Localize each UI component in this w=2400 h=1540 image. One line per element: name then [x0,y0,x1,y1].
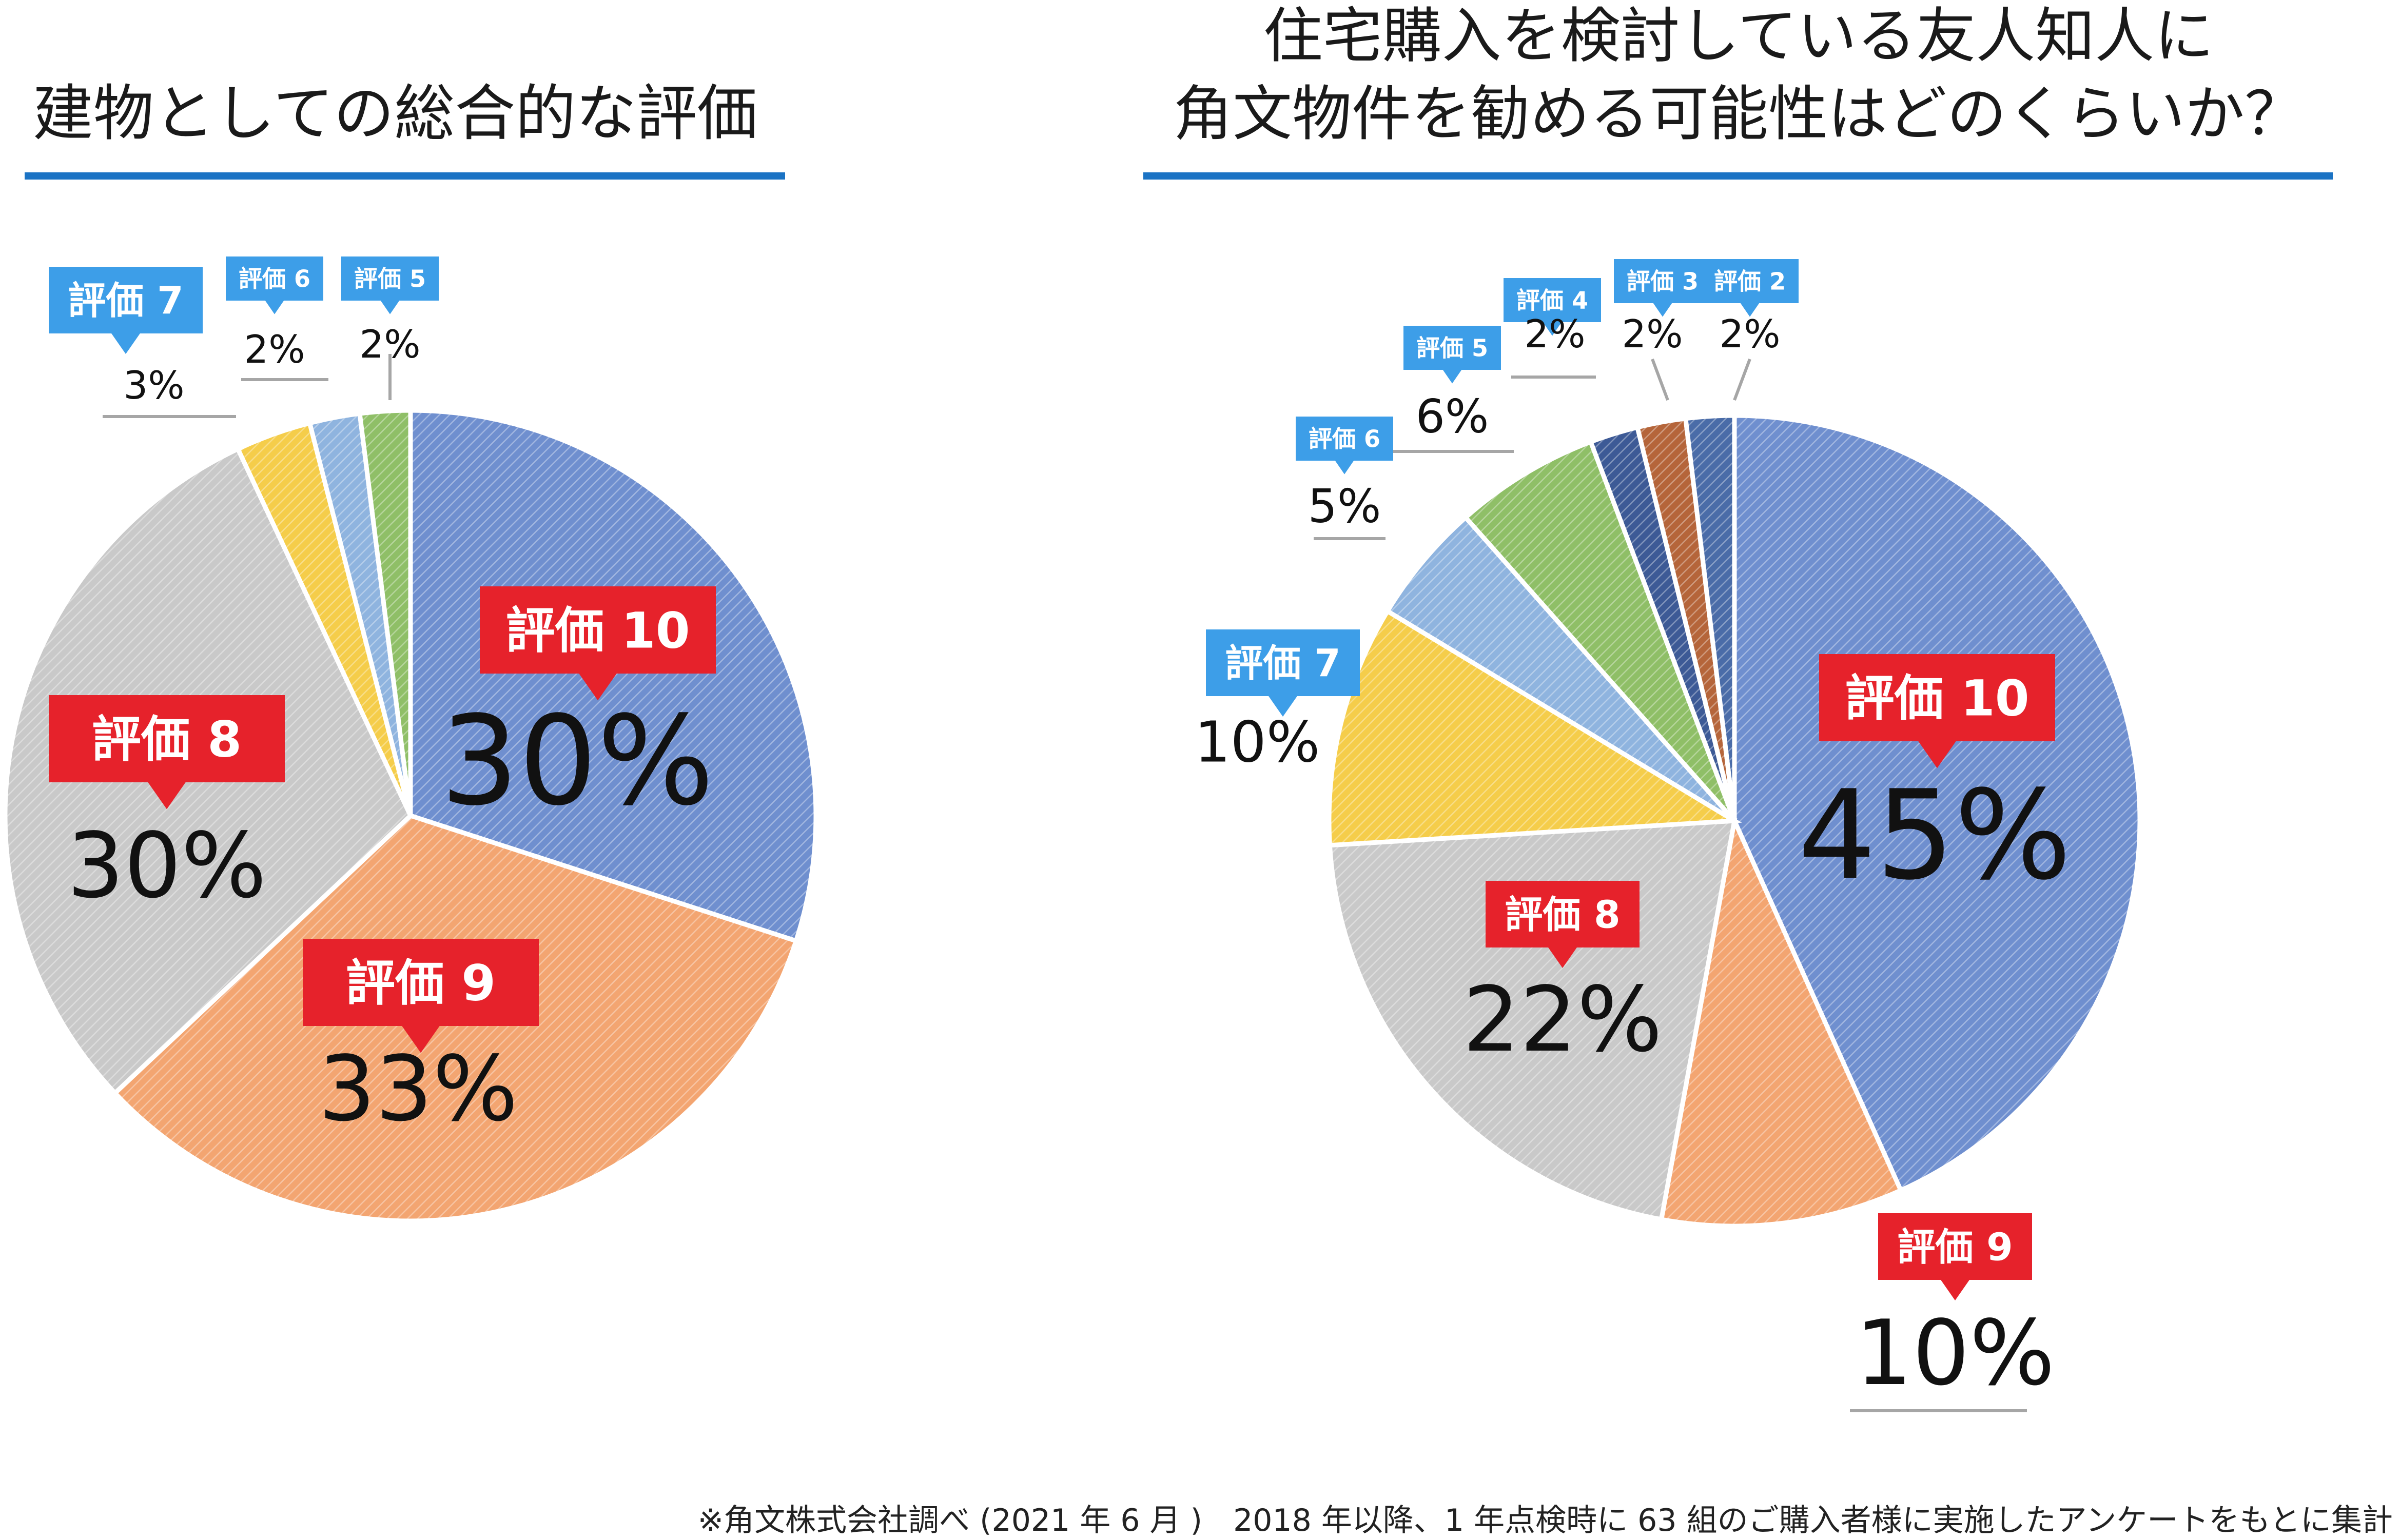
chart-left-tag-label-2: 評価 8 [92,711,242,768]
chart-left-title-line-1: 建物としての総合的な評価 [33,78,757,149]
chart-right-tag-pointer-3 [1268,696,1298,717]
chart-right-slice-評価9-hatch [1661,821,1901,1227]
chart-right-tag-label-4: 評価 6 [1309,425,1380,453]
chart-left-pct-1: 33% [319,1037,518,1141]
chart-left-tag-box-3 [49,267,203,333]
chart-left-tag-1: 評価 9 [303,939,539,1053]
chart-right-tag-pointer-6 [1543,322,1562,336]
chart-left-tag-0: 評価 10 [480,586,716,701]
chart-right-tag-label-5: 評価 5 [1416,334,1488,362]
chart-left-pct-3: 3% [124,363,185,408]
chart-right-pct-4: 5% [1308,479,1381,533]
chart-left-pct-4: 2% [244,327,305,372]
chart-right-tag-pointer-5 [1442,369,1462,384]
chart-right-tag-box-3 [1206,629,1360,696]
chart-left-tag-label-1: 評価 9 [346,955,496,1012]
chart-right-tag-box-1 [1878,1213,2032,1280]
chart-right-title-underline [1143,172,2333,180]
chart-right-tag-box-4 [1296,417,1393,461]
chart-right-tag-box-8 [1701,259,1799,303]
chart-left-tag-box-5 [341,256,439,301]
chart-left-pct-0: 30% [440,689,714,833]
chart-right-tag-box-7 [1614,259,1711,303]
chart-right-tag-pointer-1 [1940,1279,1970,1301]
chart-right-pct-0: 45% [1798,763,2071,907]
chart-right-pie: 評価 10 45% 評価 9 10% 評価 8 22% 評価 7 10% 評価 6 5% 評価 5 6… [1195,259,2142,1412]
chart-left-tag-4: 評価 6 [226,256,323,314]
chart-left-tag-pointer-0 [578,673,617,701]
chart-right: 住宅購入を検討している友人知人に 角文物件を勧める可能性はどのくらいか？ 評価 … [1143,2,2333,1412]
chart-right-tag-label-8: 評価 2 [1714,268,1786,295]
chart-left-tag-pointer-3 [111,333,141,354]
chart-right-pct-7: 2% [1622,311,1683,357]
chart-right-title-line-1: 住宅購入を検討している友人知人に [1263,2,2214,71]
chart-left-tag-box-1 [303,939,539,1026]
chart-right-tag-0: 評価 10 [1819,654,2055,768]
chart-left: 建物としての総合的な評価 評価 10 30% 評価 9 33% 評価 8 30% 評価 7 3… [3,78,818,1223]
chart-right-pct-2: 22% [1463,968,1663,1072]
chart-left-tag-pointer-4 [265,300,284,314]
chart-left-pie: 評価 10 30% 評価 9 33% 評価 8 30% 評価 7 3% 評価 6 2% 評価 5 2% [3,256,818,1223]
chart-right-tag-label-2: 評価 8 [1505,893,1620,937]
chart-right-tag-5: 評価 5 [1403,326,1501,384]
chart-right-pct-6: 2% [1525,311,1586,357]
chart-left-tag-box-0 [480,586,716,674]
chart-left-tag-pointer-1 [401,1025,440,1053]
chart-right-tag-8: 評価 2 [1701,259,1799,317]
chart-right-leader-7 [1651,358,1669,401]
chart-right-tag-1: 評価 9 [1878,1213,2032,1301]
chart-right-slice-評価5-hatch [1466,442,1734,821]
chart-right-tag-2: 評価 8 [1486,881,1640,969]
chart-left-tag-2: 評価 8 [49,695,285,810]
chart-right-pct-1: 10% [1856,1301,2055,1406]
chart-right-tag-label-7: 評価 3 [1627,268,1699,295]
chart-right-slice-評価2-hatch [1685,416,1734,821]
chart-left-tag-pointer-5 [380,300,400,314]
chart-right-tag-7: 評価 3 [1614,259,1711,317]
chart-left-slice-評価5-hatch [360,410,411,816]
footnote: ※角文株式会社調べ (2021 年 6 月 ) 2018 年以降、1 年点検時に… [697,1503,2393,1538]
chart-right-tag-box-0 [1819,654,2055,741]
chart-right-tag-pointer-2 [1548,947,1577,969]
chart-right-tag-label-0: 評価 10 [1845,670,2029,727]
chart-left-tag-box-2 [49,695,285,782]
chart-left-slice-評価6-hatch [309,413,411,816]
chart-left-tag-5: 評価 5 [341,256,439,314]
chart-right-tag-4: 評価 6 [1296,417,1393,475]
chart-right-slice-評価3-hatch [1637,418,1734,821]
chart-left-slice-評価7-hatch [238,423,411,816]
chart-right-tag-pointer-4 [1335,460,1354,475]
chart-left-tag-label-3: 評価 7 [68,279,183,323]
chart-right-tag-6: 評価 4 [1504,278,1601,336]
chart-right-tag-box-5 [1403,326,1501,370]
chart-left-tag-label-0: 評価 10 [505,602,690,660]
chart-left-tag-label-4: 評価 6 [239,265,310,293]
chart-right-tag-pointer-7 [1653,303,1672,317]
chart-left-tag-pointer-2 [147,782,186,810]
chart-right-pct-5: 6% [1416,389,1489,443]
chart-right-tag-label-3: 評価 7 [1225,642,1340,686]
chart-right-tag-3: 評価 7 [1206,629,1360,717]
chart-left-tag-label-5: 評価 5 [354,265,426,293]
chart-right-tag-pointer-8 [1740,303,1760,317]
chart-right-slice-評価10-hatch [1734,416,2140,1191]
chart-left-pct-2: 30% [67,814,267,918]
chart-right-tag-box-6 [1504,278,1601,322]
chart-right-pct-8: 2% [1720,311,1781,357]
chart-right-tag-box-2 [1486,881,1640,947]
chart-left-tag-3: 評価 7 [49,267,203,354]
chart-right-pct-3: 10% [1195,709,1320,775]
chart-left-title-underline [25,172,785,180]
chart-right-slice-評価7-hatch [1329,611,1734,845]
chart-right-slice-評価4-hatch [1590,427,1734,821]
chart-right-tag-label-6: 評価 4 [1516,287,1588,314]
chart-right-leader-8 [1733,358,1751,401]
chart-right-title-line-2: 角文物件を勧める可能性はどのくらいか？ [1173,80,2304,149]
chart-left-tag-box-4 [226,256,323,301]
chart-right-tag-pointer-0 [1918,741,1957,768]
chart-right-tag-label-1: 評価 9 [1897,1226,2013,1270]
chart-left-pct-5: 2% [360,322,421,367]
chart-right-slice-評価6-hatch [1387,517,1734,821]
